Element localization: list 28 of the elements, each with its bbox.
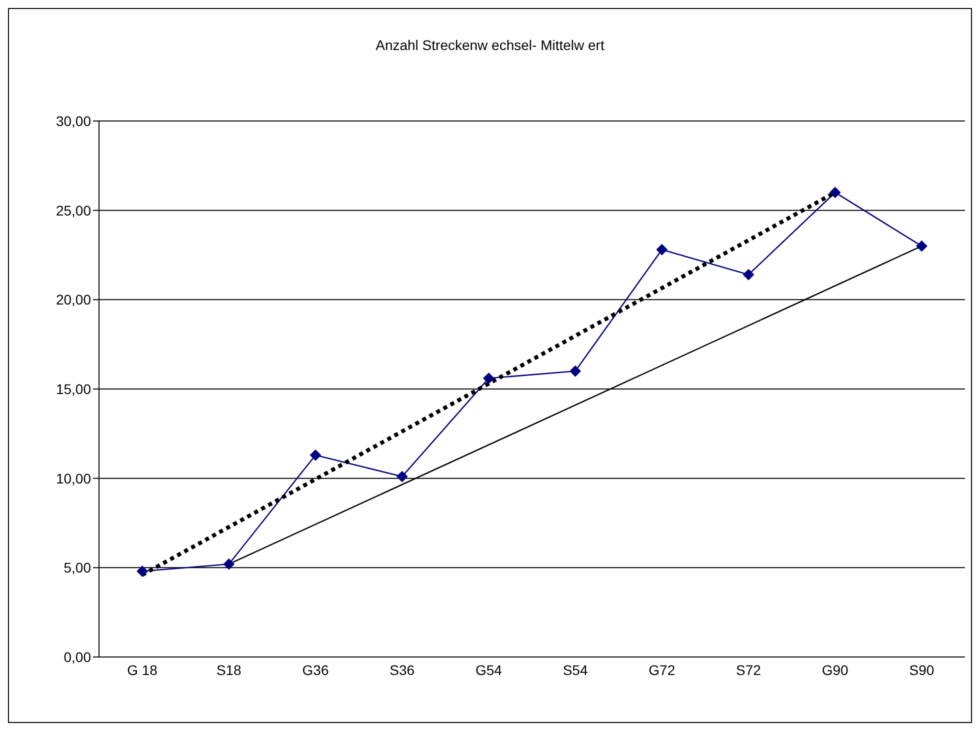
x-tick-label: G 18 [127,662,158,678]
x-tick-label: S72 [736,662,762,678]
y-tick-label: 10,00 [56,470,92,486]
point [396,471,408,482]
chart-title: Anzahl Streckenw echsel- Mittelw ert [374,37,606,53]
x-tick-label: S90 [909,662,934,678]
point [916,240,928,252]
point [656,244,668,256]
point [310,450,321,461]
x-tick-label: S18 [216,662,242,678]
x-tick-label: G90 [822,662,849,678]
point [223,558,234,570]
y-tick-label: 20,00 [56,292,92,308]
x-tick-label: G54 [475,662,502,678]
y-tick-label: 15,00 [56,380,92,397]
point [743,269,754,280]
y-tick-label: 0,00 [64,648,92,665]
x-tick-label: G36 [302,662,329,678]
y-tick-label: 30,00 [56,112,92,129]
point [570,366,581,377]
y-tick-label: 5,00 [64,560,92,576]
y-tick-label: 25,00 [56,202,92,218]
point [830,186,841,198]
point [136,566,148,577]
x-tick-label: S36 [390,662,415,678]
x-tick-label: G72 [648,662,676,678]
x-tick-label: S54 [562,662,588,678]
point [483,372,494,384]
